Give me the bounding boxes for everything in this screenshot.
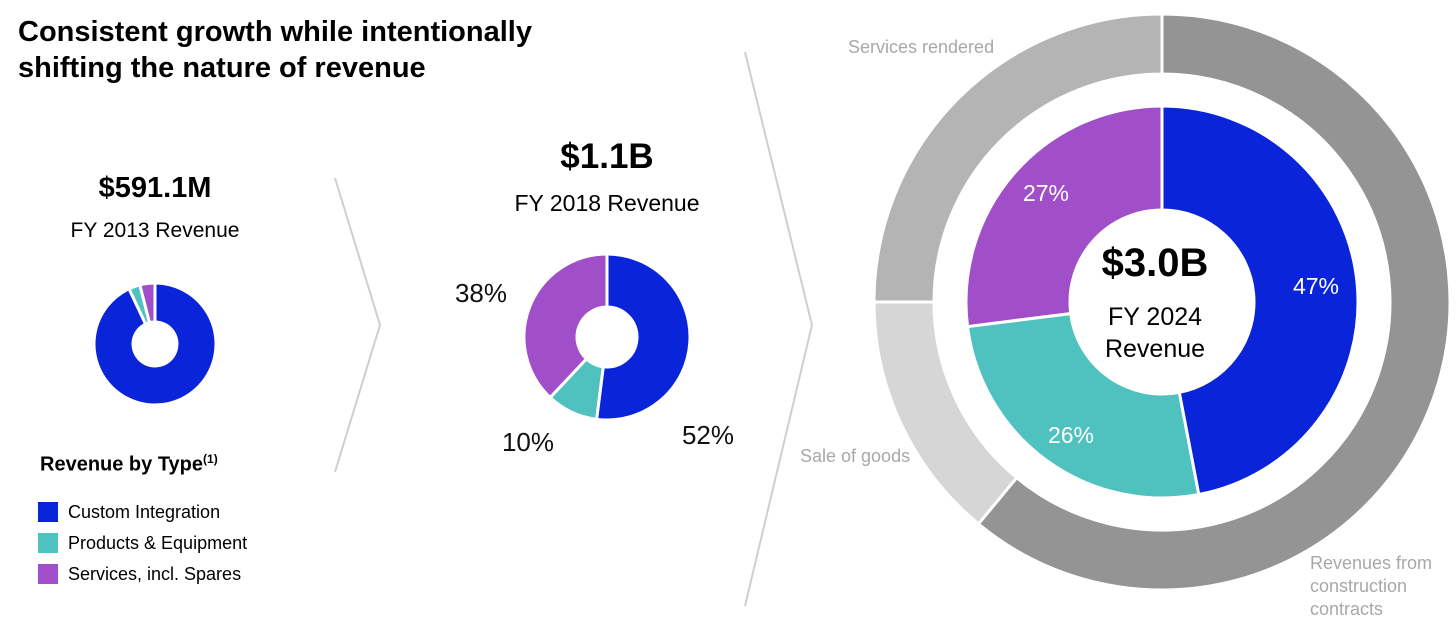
fy2013-amount: $591.1M [98,172,212,204]
outer-label-goods: Sale of goods [800,446,910,466]
fy2018-label-custom: 52% [682,420,734,450]
fy2024-outer-construction [976,12,1452,592]
chart-title: Consistent growth while intentionally sh… [18,14,532,86]
fy2018-label-products: 10% [502,427,554,457]
legend-item-products-equipment: Products & Equipment [38,528,247,559]
fy2018-label-services: 38% [455,278,507,308]
legend-item-custom-integration: Custom Integration [38,497,247,528]
legend-label-custom: Custom Integration [68,501,221,522]
title-line-1: Consistent growth while intentionally [18,16,532,48]
fy2024-slice-custom [1160,104,1360,497]
legend-footnote: (1) [203,452,218,466]
legend-swatch-services [38,564,58,585]
fy2024-slice-services [964,104,1164,329]
fy2024-caption-line1: FY 2024 [1108,303,1202,331]
fy2013-slice-services [138,281,157,325]
fy2024-amount: $3.0B [1102,241,1209,285]
fy2018-caption: FY 2018 Revenue [514,190,700,216]
fy2024-outer-services [872,12,1164,304]
legend: Revenue by Type(1) Custom Integration Pr… [38,452,247,590]
legend-swatch-custom [38,502,58,523]
outer-label-construction-3: contracts [1310,599,1383,618]
donut-fy2018 [522,252,692,422]
outer-label-construction-2: construction [1310,576,1407,596]
fy2024-caption-line2: Revenue [1105,335,1205,363]
donut-fy2024 [872,12,1452,592]
fy2024-label-custom: 47% [1293,273,1339,299]
legend-title: Revenue by Type(1) [40,452,247,477]
fy2013-slice-custom [92,281,218,407]
legend-item-services-spares: Services, incl. Spares [38,559,247,590]
fy2018-slice-services [522,252,609,400]
fy2018-amount: $1.1B [560,137,654,176]
donut-fy2013 [92,281,218,407]
fy2024-slice-products [965,311,1201,500]
legend-title-text: Revenue by Type [40,453,204,476]
fy2013-caption: FY 2013 Revenue [70,219,240,242]
fy2024-label-products: 26% [1048,422,1094,448]
fy2024-label-services: 27% [1023,180,1069,206]
legend-label-products: Products & Equipment [68,532,248,553]
legend-label-services: Services, incl. Spares [68,563,242,584]
outer-label-services: Services rendered [848,37,994,57]
legend-swatch-products [38,533,58,554]
chevron-1 [334,177,382,473]
outer-label-construction-1: Revenues from [1310,553,1432,573]
chevron-2 [744,51,814,607]
fy2018-slice-custom [594,252,692,422]
title-line-2: shifting the nature of revenue [18,52,426,84]
